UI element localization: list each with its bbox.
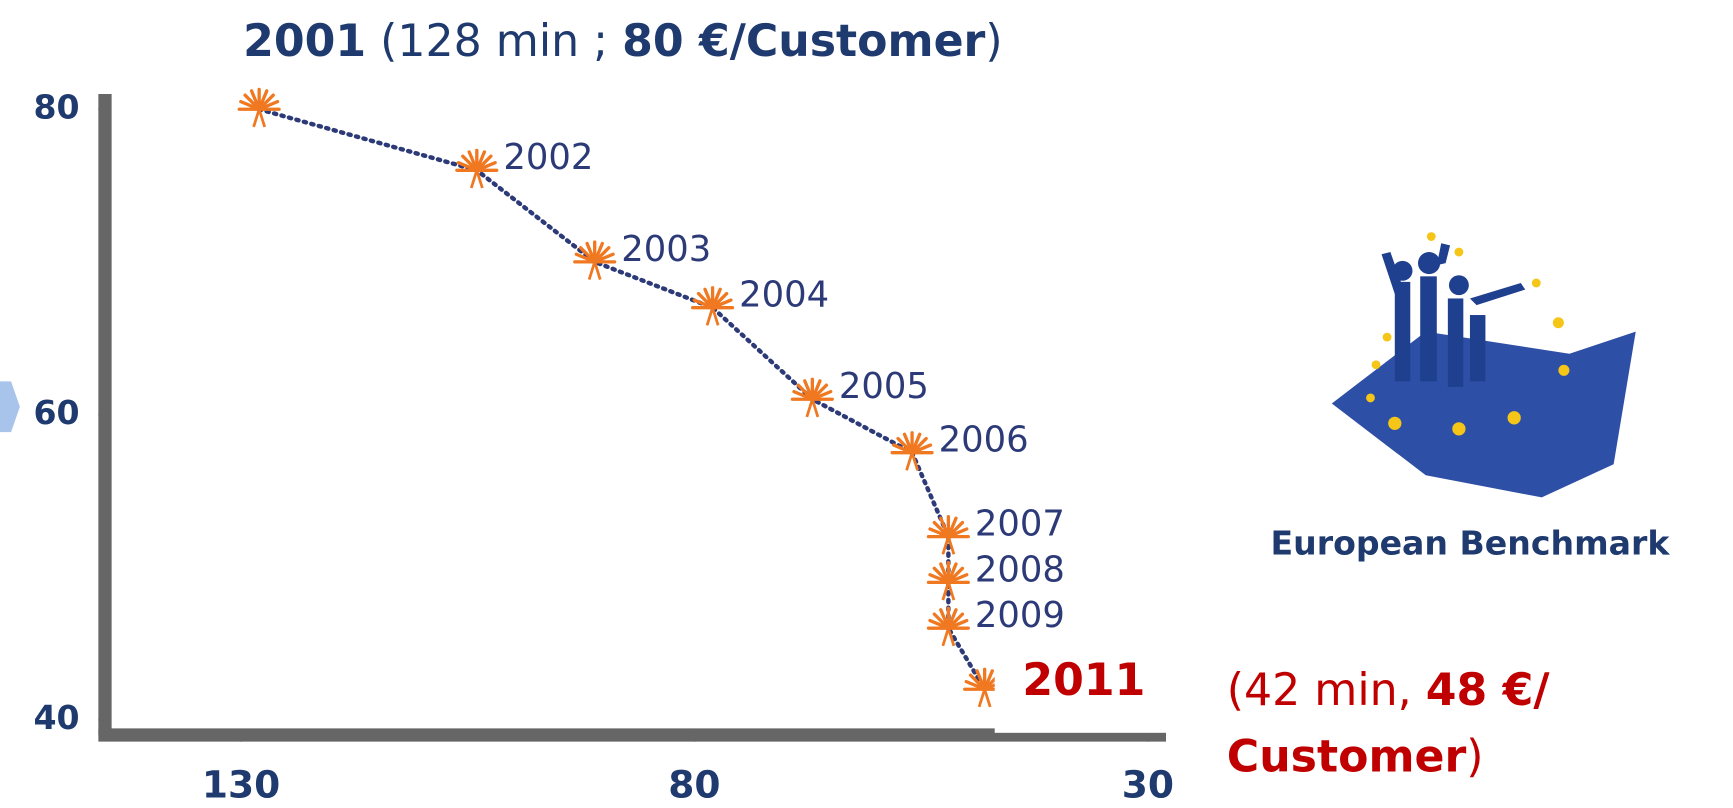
annotation-part: ) [1466, 731, 1483, 782]
x-tick-label: 80 [668, 762, 720, 806]
annotation-part: 48 €/ [1426, 665, 1551, 716]
point-label: 2006 [939, 420, 1029, 461]
x-tick-label: 130 [202, 762, 280, 806]
point-label: 2008 [975, 549, 1065, 590]
annotation-part: (42 min, [1227, 665, 1426, 716]
point-marker [892, 433, 932, 471]
point-label: 2005 [839, 366, 929, 407]
y-tick-label: 60 [33, 393, 79, 432]
chart: 2001 (128 min ; 80 €/Customer) European … [0, 0, 1733, 808]
y-tick-label: 80 [33, 88, 79, 127]
annotation-line1: (42 min, 48 €/ [1227, 665, 1551, 716]
point-marker [792, 379, 832, 417]
annotation-line2: Customer) [1227, 731, 1484, 782]
chart-title: 2001 (128 min ; 80 €/Customer) [243, 16, 1002, 67]
point-marker [575, 242, 615, 280]
arrow-decoration [0, 381, 20, 432]
point-marker [928, 608, 968, 646]
annotation-part: Customer [1227, 731, 1467, 782]
annotation-year: 2011 [1022, 655, 1145, 706]
point-label: 2002 [503, 137, 593, 178]
marker-stem [979, 689, 990, 707]
page: {"chart_data": {"type": "line", "title":… [0, 0, 1733, 808]
marker-stem [254, 109, 265, 127]
point-label: 2007 [975, 504, 1065, 545]
point-label: 2003 [621, 229, 711, 270]
x-tick-label: 30 [1122, 762, 1174, 806]
y-tick-label: 40 [33, 698, 79, 737]
logo-text: European Benchmark [1271, 523, 1671, 562]
point-marker [239, 89, 279, 127]
point-label: 2009 [975, 595, 1065, 636]
logo: European Benchmark [1271, 232, 1671, 562]
marker-stem [907, 453, 918, 471]
point-marker [457, 150, 497, 188]
point-label: 2004 [739, 275, 829, 316]
